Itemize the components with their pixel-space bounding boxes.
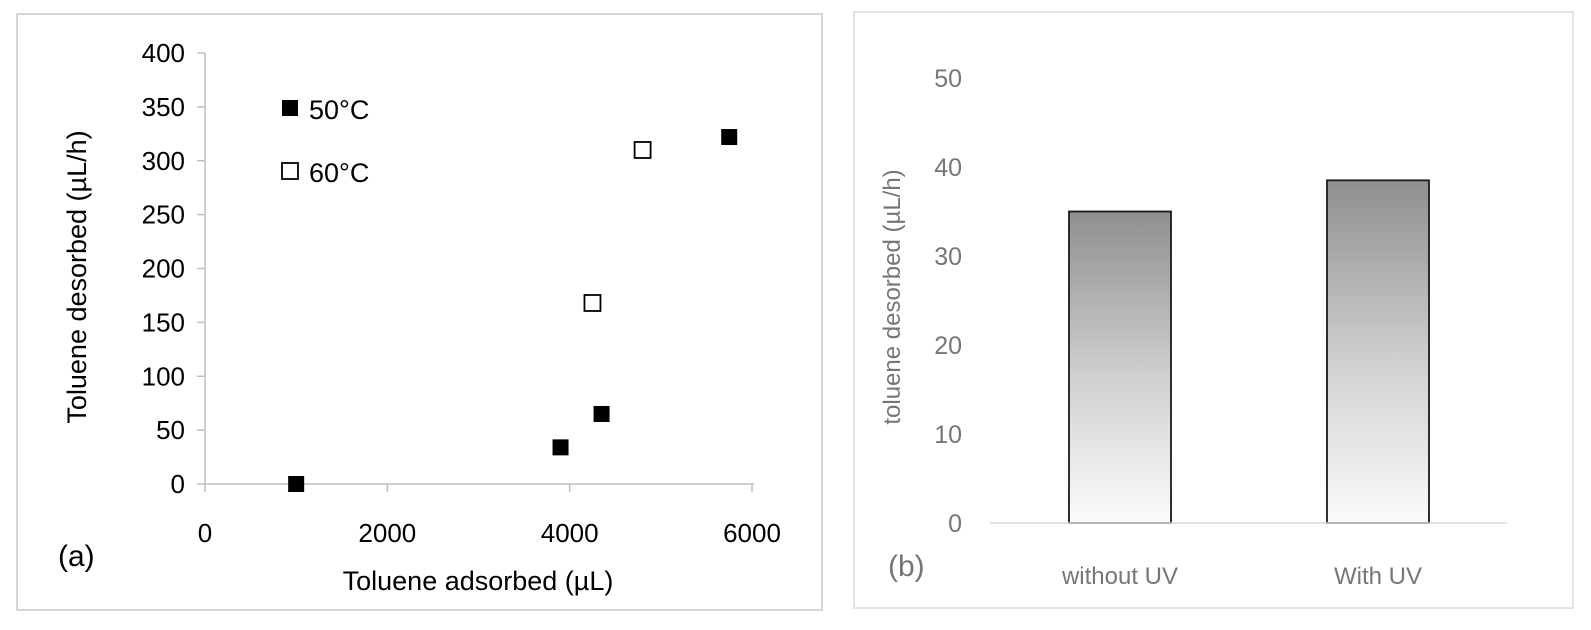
y-tick-label-b: 40 [934,154,962,182]
category-label-b: With UV [1334,563,1422,590]
x-tick-label-a: 2000 [358,518,416,548]
y-tick-label-b: 20 [934,332,962,360]
y-tick-label-b: 50 [934,65,962,93]
x-ticks-a: 0 2000 4000 6000 [198,484,781,548]
legend-label-60c: 60°C [309,158,369,188]
bar-chart-b: 0 10 20 30 40 50 without UV With UV toluene de… [879,65,1507,590]
panel-a-frame [16,13,823,611]
point-50c [593,405,610,422]
y-ticks-a: 0 50 100 150 200 250 300 350 400 [142,38,205,499]
panel-b-frame [853,11,1574,609]
y-tick-label-a: 0 [171,469,185,499]
panel-label-a: (a) [58,540,95,573]
bars-b [1068,179,1430,524]
y-tick-label-b: 10 [934,421,962,449]
legend-marker-60c [281,162,299,180]
data-points-a [288,129,738,492]
x-tick-label-a: 0 [198,518,212,548]
y-axis-label-b: toluene desorbed (µL/h) [879,169,906,424]
y-tick-label-a: 400 [142,38,185,68]
scatter-chart-a: 0 50 100 150 200 250 300 350 400 0 2000 4000 6000 T… [58,38,781,596]
point-50c [288,476,305,492]
point-60c [583,294,602,312]
x-tick-label-a: 6000 [723,518,781,548]
x-tick-label-a: 4000 [541,518,599,548]
bar-without-uv [1068,210,1172,524]
y-tick-label-a: 150 [142,307,185,337]
y-tick-label-a: 200 [142,254,185,284]
y-tick-label-a: 300 [142,146,185,176]
legend-label-50c: 50°C [309,95,369,125]
bar-with-uv [1326,179,1430,524]
y-tick-label-b: 0 [948,510,962,538]
x-axis-label-a: Toluene adsorbed (µL) [343,566,614,596]
y-axis-label-a: Toluene desorbed (µL/h) [62,130,92,423]
point-50c [552,439,569,456]
point-60c [633,141,652,159]
y-tick-label-a: 50 [156,415,185,445]
y-ticks-b: 0 10 20 30 40 50 [934,65,962,538]
y-tick-label-b: 30 [934,243,962,271]
point-50c [721,129,738,146]
category-labels-b: without UV With UV [1061,563,1422,590]
legend-marker-50c [282,100,298,116]
y-tick-label-a: 250 [142,200,185,230]
y-tick-label-a: 100 [142,361,185,391]
y-tick-label-a: 350 [142,92,185,122]
category-label-b: without UV [1061,563,1178,590]
panel-label-b: (b) [888,550,925,583]
